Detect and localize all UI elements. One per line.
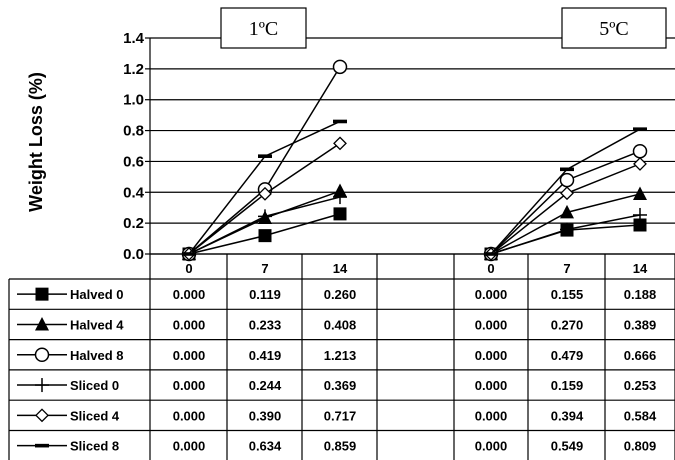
data-point [333,207,347,221]
legend-entry: Halved 8 [17,347,123,363]
legend-entry: Halved 4 [17,316,124,332]
x-tick-label: 7 [563,261,570,276]
data-point [333,136,347,151]
legend-label: Halved 8 [70,348,123,363]
x-tick-label: 7 [261,261,268,276]
data-point [560,204,574,219]
table-cell: 0.000 [173,439,206,454]
data-point [560,186,574,201]
data-point [35,316,49,331]
table-cell: 0.390 [249,408,282,423]
table-cell: 0.244 [249,378,282,393]
data-table: 0 7 14 0 7 14 Halved 0 0.000 0.119 0.260 0.000 0.15… [8,253,675,460]
legend-label: Sliced 0 [70,378,119,393]
y-tick-label: 0.4 [123,184,145,201]
legend-entry: Halved 0 [17,287,123,302]
data-point [35,408,49,423]
table-cell: 0.000 [475,378,508,393]
y-axis-label: Weight Loss (%) [26,72,46,212]
data-point [560,222,574,237]
legend-label: Halved 4 [70,317,124,332]
legend-label: Halved 0 [70,287,123,302]
y-tick-label: 1.0 [123,92,144,109]
legend-entry: Sliced 4 [17,408,120,423]
y-tick-label: 0.6 [123,153,144,170]
table-cell: 0.369 [324,378,357,393]
legend-label: Sliced 8 [70,439,119,454]
series-line [490,150,641,255]
table-cell: 0.000 [475,317,508,332]
data-point [560,167,574,172]
data-point [632,143,648,159]
table-cell: 0.634 [249,439,282,454]
x-tick-label: 0 [487,261,494,276]
data-point [633,127,647,131]
panel-title: 5ºC [599,18,629,40]
table-cell: 0.000 [173,408,206,423]
data-point [633,207,647,222]
y-tick-label: 1.4 [123,30,145,47]
table-cell: 0.584 [624,408,657,423]
data-point [633,156,647,171]
data-point [35,378,49,393]
table-cell: 0.394 [551,408,584,423]
table-cell: 0.270 [551,317,584,332]
legend-entry: Sliced 8 [17,439,119,454]
table-cell: 0.419 [249,348,282,363]
data-point [258,154,272,158]
table-cell: 0.233 [249,317,282,332]
panel-title-box [561,7,667,49]
panel-title-box [220,7,307,49]
data-point [34,347,50,362]
legend-label: Sliced 4 [70,408,120,423]
data-point [35,287,49,301]
table-cell: 0.159 [551,378,584,393]
data-point [35,443,49,448]
table-cell: 0.859 [324,439,357,454]
legend-entry: Sliced 0 [17,378,119,393]
x-tick-label: 0 [185,261,192,276]
table-cell: 0.188 [624,287,657,302]
table-cell: 0.155 [551,287,584,302]
table-cell: 0.000 [475,348,508,363]
data-point [633,186,647,200]
table-cell: 0.253 [624,378,657,393]
table-cell: 1.213 [324,348,357,363]
y-tick-label: 0.2 [123,215,144,232]
table-cell: 0.000 [173,348,206,363]
data-point [332,59,348,75]
table-cell: 0.408 [324,317,357,332]
x-tick-label: 14 [333,261,348,276]
table-cell: 0.809 [624,439,657,454]
y-tick-label: 0.0 [123,246,144,263]
panel-title: 1ºC [249,18,279,40]
data-point [258,186,272,201]
table-cell: 0.000 [173,378,206,393]
y-tick-label: 0.8 [123,123,144,140]
table-cell: 0.717 [324,408,357,423]
table-cell: 0.260 [324,287,357,302]
table-cell: 0.666 [624,348,657,363]
table-cell: 0.000 [475,439,508,454]
y-tick-label: 1.2 [123,61,144,78]
table-cell: 0.000 [173,287,206,302]
table-cell: 0.000 [475,287,508,302]
table-cell: 0.119 [249,287,281,302]
x-tick-label: 14 [633,261,648,276]
data-point [258,229,272,243]
table-cell: 0.000 [173,317,206,332]
data-point [633,218,647,232]
table-cell: 0.000 [475,408,508,423]
series-halved-8 [483,143,648,262]
series-sliced-4 [484,156,647,261]
data-point [333,190,347,205]
data-point [258,209,272,224]
table-cell: 0.549 [551,439,584,454]
data-point [333,119,347,124]
table-cell: 0.479 [551,348,584,363]
data-point [559,172,575,188]
table-cell: 0.389 [624,317,657,332]
